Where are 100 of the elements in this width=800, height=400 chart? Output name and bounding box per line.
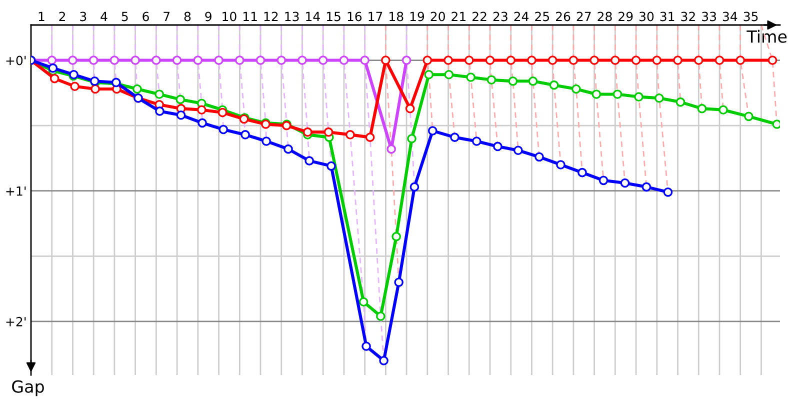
point	[493, 142, 502, 152]
x-tick-label: 35	[744, 12, 758, 22]
point	[47, 56, 57, 65]
point	[444, 70, 454, 80]
point	[592, 90, 602, 99]
point	[634, 92, 644, 102]
x-tick-label: 25	[535, 12, 550, 22]
point	[324, 127, 334, 137]
point	[68, 56, 78, 65]
point	[676, 97, 686, 107]
point	[218, 124, 228, 134]
point	[610, 56, 620, 65]
point	[718, 105, 728, 115]
y-tick-label: +0'	[6, 56, 26, 66]
x-tick-label: 10	[222, 12, 236, 22]
x-tick-label: 20	[430, 12, 445, 22]
x-tick-label: 18	[390, 12, 404, 22]
y-tick-label: +1'	[6, 186, 26, 196]
x-tick-label: 9	[205, 12, 212, 22]
point	[262, 136, 271, 146]
point	[240, 130, 250, 140]
x-tick-label: 26	[556, 12, 570, 22]
point	[339, 56, 349, 65]
point	[527, 56, 536, 65]
y-axis-title: Gap	[12, 380, 44, 396]
point	[284, 144, 293, 154]
point	[652, 56, 662, 65]
point	[362, 342, 371, 351]
point	[130, 56, 140, 65]
point	[549, 80, 559, 90]
point	[152, 56, 161, 65]
point	[654, 93, 664, 103]
point	[663, 188, 673, 197]
point	[744, 112, 754, 122]
point	[631, 56, 641, 65]
point	[422, 56, 432, 65]
point	[318, 56, 328, 65]
x-tick-label: 14	[306, 12, 320, 22]
x-tick-label: 29	[618, 12, 633, 22]
point	[466, 72, 476, 82]
x-tick-label: 31	[660, 12, 674, 22]
point	[50, 74, 60, 84]
x-tick-label: 13	[285, 12, 299, 22]
x-tick-label: 15	[326, 12, 340, 22]
x-tick-label: 11	[243, 12, 257, 22]
point	[110, 56, 120, 65]
point	[402, 56, 412, 65]
x-tick-label: 32	[681, 12, 695, 22]
point	[642, 182, 652, 192]
point	[714, 56, 724, 65]
point	[256, 56, 266, 65]
point	[444, 56, 453, 65]
point	[590, 56, 599, 65]
x-tick-label: 12	[264, 12, 278, 22]
point	[464, 56, 474, 65]
point	[365, 132, 375, 142]
x-tick-label: 1	[38, 12, 44, 22]
point	[736, 56, 746, 65]
point	[234, 56, 244, 65]
x-tick-label: 8	[184, 12, 191, 22]
x-tick-label: 17	[368, 12, 382, 22]
point	[578, 168, 587, 178]
point	[514, 146, 523, 156]
point	[298, 56, 307, 65]
point	[534, 152, 544, 162]
x-tick-label: 5	[122, 12, 128, 22]
point	[568, 56, 578, 65]
point	[405, 104, 415, 114]
point	[508, 76, 518, 86]
point	[214, 56, 224, 65]
point	[132, 84, 142, 94]
point	[486, 75, 496, 85]
point	[172, 56, 182, 65]
point	[218, 108, 228, 118]
x-tick-label: 7	[164, 12, 170, 22]
point	[48, 63, 58, 73]
x-tick-label: 19	[410, 12, 424, 22]
point	[155, 106, 164, 116]
point	[556, 160, 566, 170]
x-tick-label: 22	[472, 12, 486, 22]
point	[528, 76, 538, 86]
point	[176, 110, 186, 120]
point	[276, 56, 286, 65]
point	[428, 126, 438, 136]
x-tick-label: 30	[639, 12, 654, 22]
x-axis-title: Time	[746, 30, 787, 43]
point	[193, 56, 203, 65]
point	[88, 56, 98, 65]
x-tick-label: 33	[702, 12, 716, 22]
point	[358, 297, 368, 307]
point	[472, 136, 482, 146]
point	[304, 156, 314, 166]
point	[620, 178, 630, 188]
point	[410, 182, 420, 192]
point	[360, 56, 370, 65]
x-tick-label: 27	[576, 12, 591, 22]
point	[548, 56, 558, 65]
point	[376, 312, 386, 321]
x-tick-label: 21	[452, 12, 466, 22]
y-tick-label: +2'	[6, 316, 26, 326]
